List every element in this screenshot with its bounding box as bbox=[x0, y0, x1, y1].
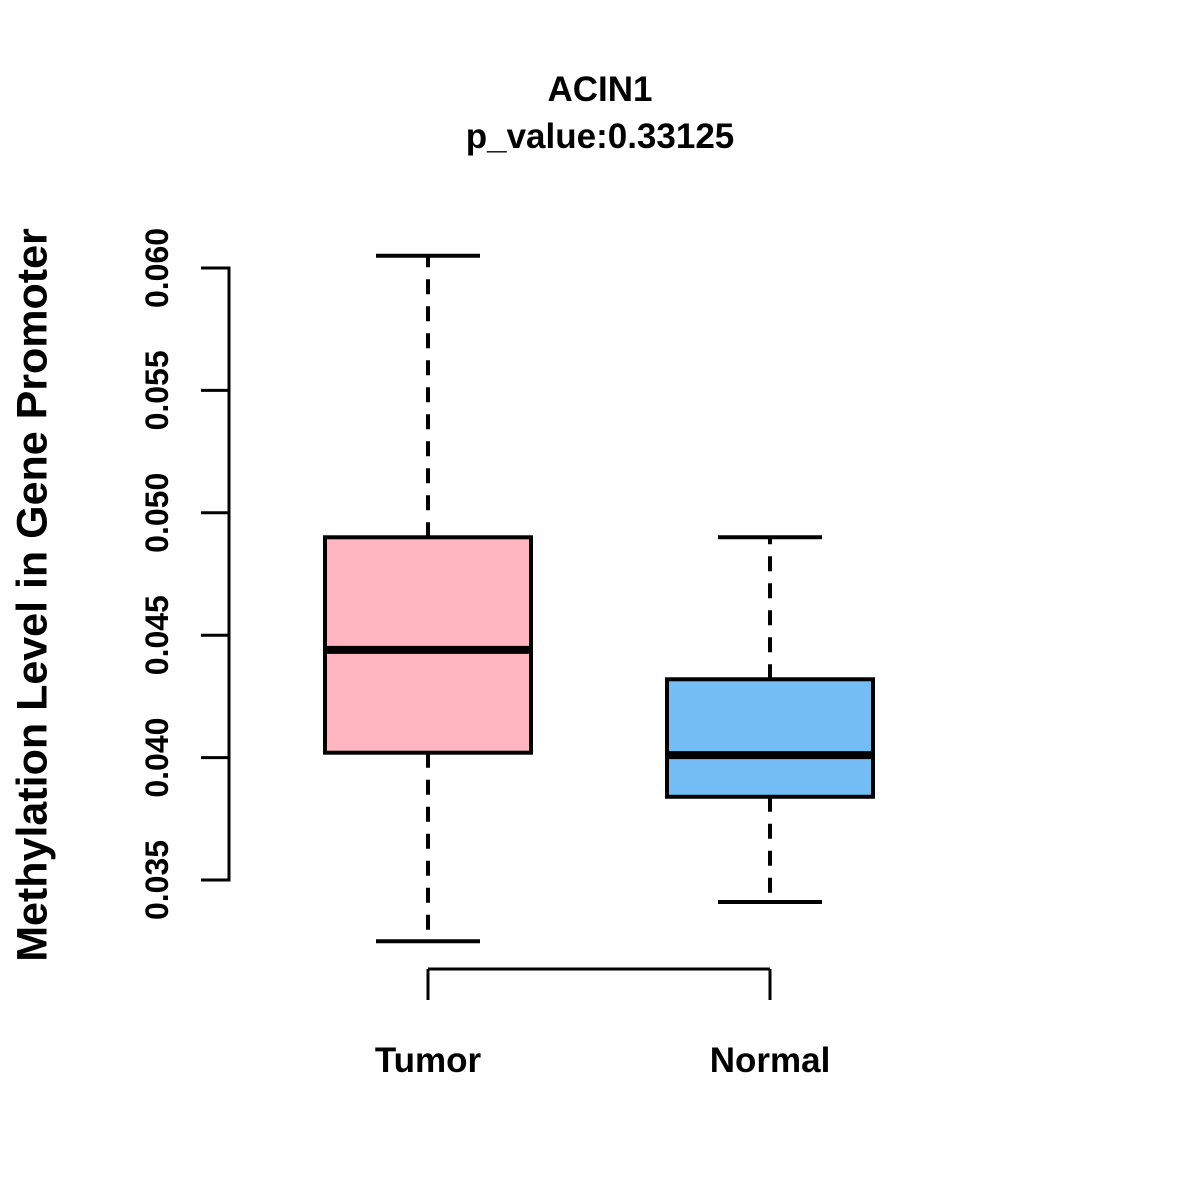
box-normal bbox=[665, 677, 875, 799]
y-tick-label: 0.050 bbox=[139, 473, 175, 553]
y-tick-label: 0.045 bbox=[139, 595, 175, 675]
y-tick-label: 0.035 bbox=[139, 840, 175, 920]
chart-title: ACIN1 bbox=[547, 70, 653, 109]
y-tick-label: 0.060 bbox=[139, 228, 175, 308]
y-tick-label: 0.040 bbox=[139, 718, 175, 798]
box-tumor bbox=[323, 535, 533, 755]
x-axis-label-tumor: Tumor bbox=[375, 1041, 482, 1080]
chart-title-block: ACIN1 p_value:0.33125 bbox=[0, 66, 1200, 160]
x-axis-label-normal: Normal bbox=[710, 1041, 831, 1080]
chart-subtitle: p_value:0.33125 bbox=[465, 117, 735, 156]
y-tick-label: 0.055 bbox=[139, 350, 175, 430]
